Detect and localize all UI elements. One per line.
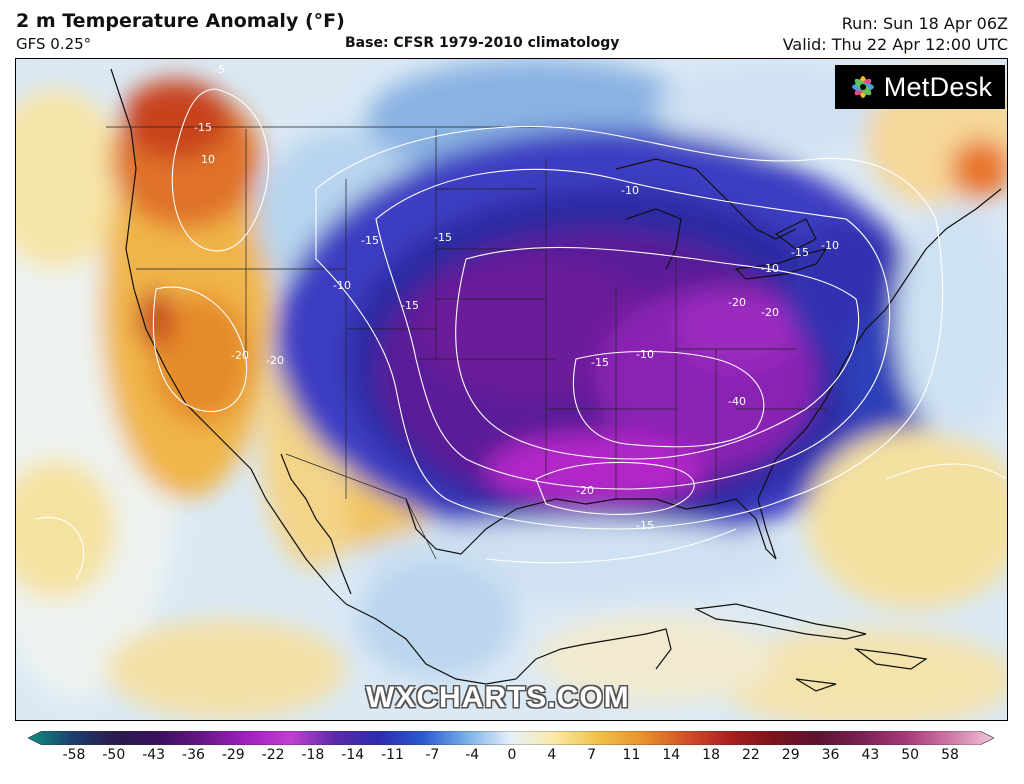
colorbar-tick-label: -7 — [425, 747, 440, 763]
contour-label: -5 — [214, 63, 225, 76]
contour-label: -15 — [194, 121, 212, 134]
contour-label: -10 — [761, 262, 779, 275]
contour-labels: -5 -15 10 -10 -15 -15 -15 -10 -10 -15 -1… — [194, 63, 839, 532]
colorbar-tick-label: -22 — [261, 747, 285, 763]
logo-text: MetDesk — [883, 71, 993, 102]
contours — [35, 88, 1007, 580]
contour-label: -40 — [728, 395, 746, 408]
contour-label: -15 — [401, 299, 419, 312]
contour-label: -15 — [636, 519, 654, 532]
contour-label: -15 — [361, 234, 379, 247]
colorbar-tick-label: 7 — [587, 747, 597, 763]
colorbar-tick-label: -29 — [221, 747, 245, 763]
colorbar-ticks: -58 -50 -43 -36 -29 -22 -18 -14 -11 -7 -4 0 4 7 11 14 18… — [0, 747, 1024, 771]
chart-title: 2 m Temperature Anomaly (°F) — [16, 10, 345, 32]
colorbar-tick-label: 18 — [702, 747, 720, 763]
colorbar-tick-label: 14 — [662, 747, 681, 763]
map-canvas: -5 -15 10 -10 -15 -15 -15 -10 -10 -15 -1… — [16, 59, 1007, 720]
contour-label: -20 — [576, 484, 594, 497]
anomaly-field — [16, 59, 1007, 720]
contour-label: -10 — [333, 279, 351, 292]
contour-label: -10 — [621, 184, 639, 197]
colorbar-tick-label: 36 — [821, 747, 840, 763]
coastlines — [110, 68, 1002, 692]
colorbar-tick-label: -58 — [62, 747, 86, 763]
colorbar — [28, 731, 994, 745]
colorbar-tick-label: -36 — [182, 747, 205, 763]
climatology-base-label: Base: CFSR 1979-2010 climatology — [345, 35, 620, 51]
colorbar-tick-label: -50 — [102, 747, 126, 763]
colorbar-tick-label: 11 — [622, 747, 641, 763]
anomaly-map[interactable]: -5 -15 10 -10 -15 -15 -15 -10 -10 -15 -1… — [15, 58, 1008, 721]
colorbar-tick-label: 22 — [741, 747, 760, 763]
colorbar-tick-label: -4 — [465, 747, 480, 763]
watermark: WXCHARTS.COM — [366, 681, 630, 714]
state-borders — [106, 126, 826, 560]
contour-label: -20 — [728, 296, 746, 309]
contour-label: -20 — [266, 354, 284, 367]
colorbar-tick-label: -43 — [142, 747, 166, 763]
model-label: GFS 0.25° — [16, 35, 92, 53]
contour-label: -15 — [591, 356, 609, 369]
colorbar-tick-label: 0 — [507, 747, 517, 763]
colorbar-tick-label: -18 — [301, 747, 325, 763]
contour-label: 10 — [201, 153, 215, 166]
colorbar-tick-label: 50 — [901, 747, 920, 763]
contour-label: -10 — [636, 348, 654, 361]
valid-time-label: Valid: Thu 22 Apr 12:00 UTC — [782, 35, 1008, 54]
colorbar-tick-label: 4 — [547, 747, 557, 763]
colorbar-tick-label: 43 — [861, 747, 880, 763]
run-time-label: Run: Sun 18 Apr 06Z — [841, 14, 1008, 33]
contour-label: -10 — [821, 239, 839, 252]
colorbar-tick-label: 58 — [941, 747, 959, 763]
contour-label: -20 — [761, 306, 779, 319]
flower-icon — [851, 76, 874, 98]
contour-label: -20 — [231, 349, 249, 362]
colorbar-tick-label: 29 — [781, 747, 800, 763]
contour-label: -15 — [791, 246, 809, 259]
colorbar-tick-label: -11 — [381, 747, 404, 763]
colorbar-tick-label: -14 — [341, 747, 365, 763]
contour-label: -15 — [434, 231, 452, 244]
metdesk-logo[interactable]: MetDesk — [835, 65, 1005, 109]
